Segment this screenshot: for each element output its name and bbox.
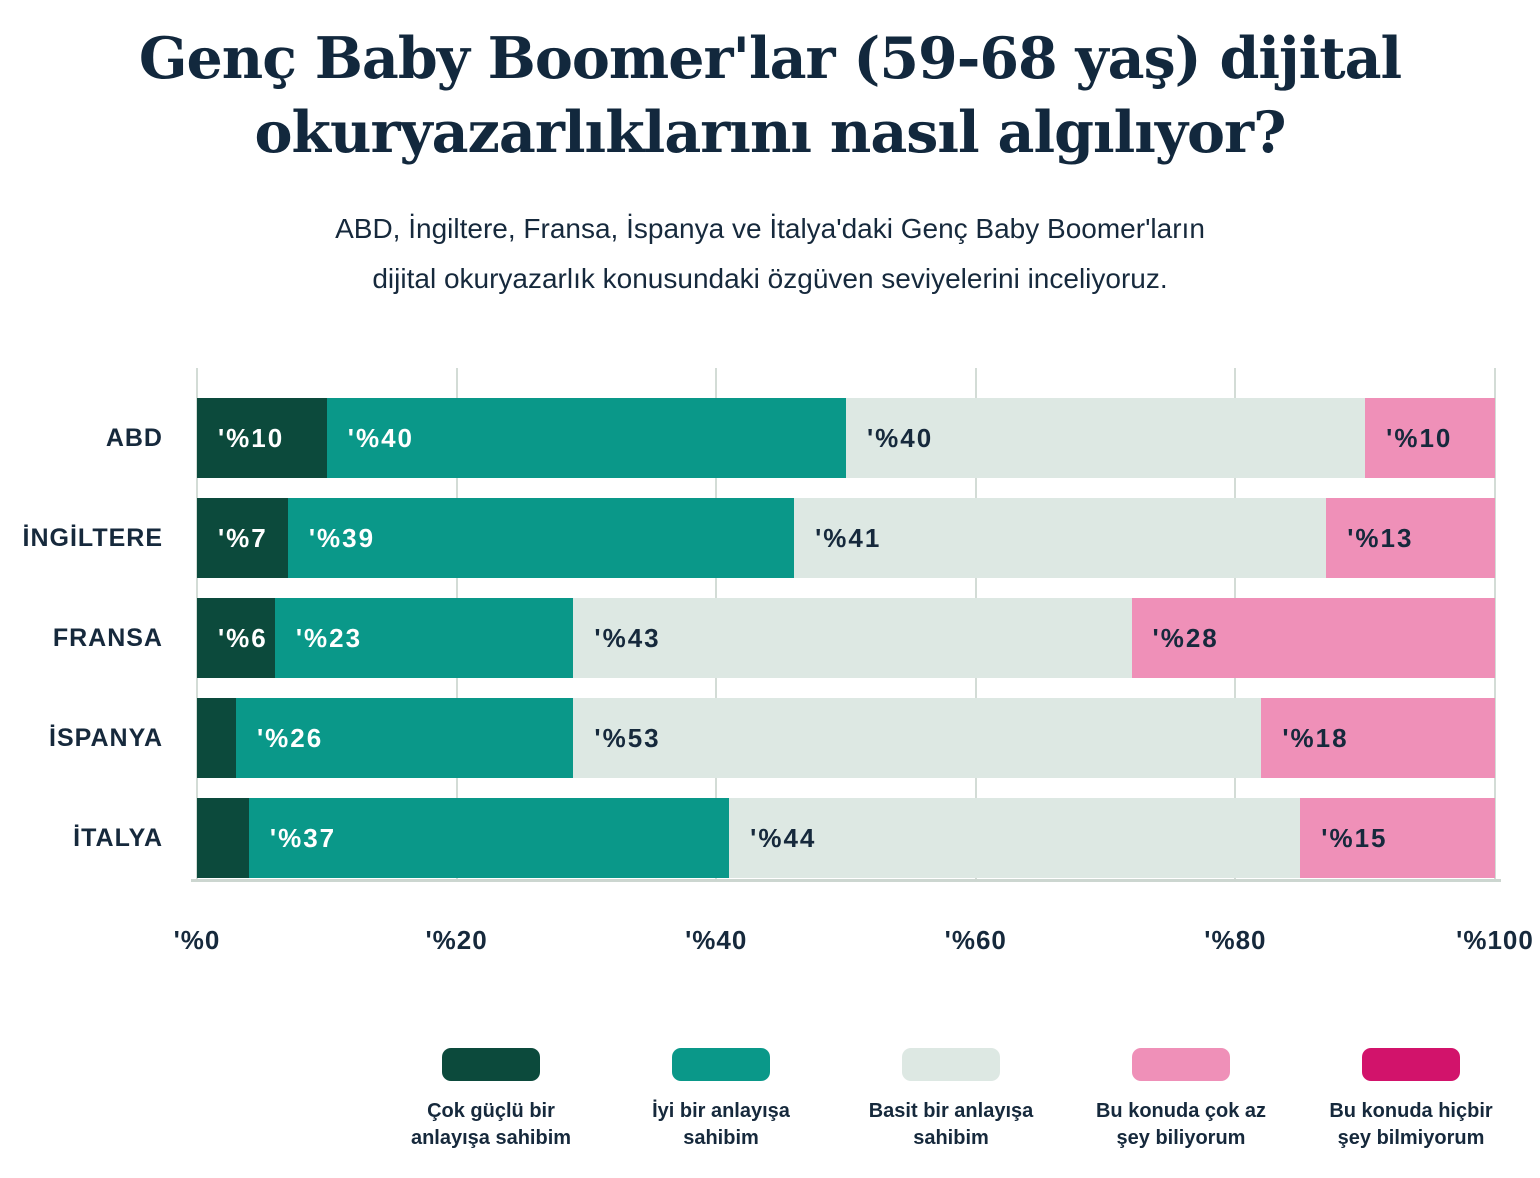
bar-row-italya: '%37 '%44 '%15 — [197, 798, 1495, 878]
legend-swatch — [442, 1048, 540, 1081]
country-labels-column: ABD İNGİLTERE FRANSA İSPANYA İTALYA — [0, 368, 163, 880]
country-label-ispanya: İSPANYA — [49, 724, 163, 752]
x-tick-label-4: '%80 — [1204, 925, 1267, 955]
bar-segment-label: '%10 — [1386, 422, 1453, 453]
bar-row-ispanya: '%26 '%53 '%18 — [197, 698, 1495, 778]
bar-segment-label: '%7 — [218, 522, 268, 553]
country-label-fransa: FRANSA — [52, 624, 163, 652]
bar-segment-label: '%44 — [750, 822, 817, 853]
bar-segment-abd-basit-bir-anlayisa-s: '%40 — [845, 398, 1366, 478]
country-label-abd: ABD — [105, 424, 163, 452]
bar-segment-italya-iyi-bir-anlayisa-sah: '%37 — [248, 798, 730, 878]
chart-title-line2: okuryazarlıklarını nasıl algılıyor? — [254, 99, 1287, 167]
chart-subtitle: ABD, İngiltere, Fransa, İspanya ve İtaly… — [0, 204, 1540, 304]
chart-subtitle-line2: dijital okuryazarlık konusundaki özgüven… — [372, 263, 1168, 294]
bar-segment-label: '%28 — [1152, 622, 1219, 653]
x-tick-label-5: '%100 — [1456, 925, 1534, 955]
bar-segment-ispanya-basit-bir-anlayisa-s: '%53 — [573, 698, 1262, 778]
bar-segment-label: '%43 — [594, 622, 661, 653]
legend-label: İyi bir anlayışa sahibim — [652, 1100, 790, 1149]
bar-segment-ispanya-cok-guclu-bir-anlayi — [197, 698, 236, 778]
bar-segment-label: '%53 — [594, 722, 661, 753]
legend-label: Bu konuda çok az şey biliyorum — [1095, 1100, 1267, 1149]
country-label-ingiltere: İNGİLTERE — [22, 524, 163, 552]
bar-segment-abd-iyi-bir-anlayisa-sah: '%40 — [326, 398, 846, 478]
legend: Çok güçlü bir anlayışa sahibim İyi bir anl… — [376, 1048, 1526, 1152]
bar-segment-ispanya-bu-konuda-cok-az-sey: '%18 — [1261, 698, 1495, 778]
legend-item-cok-guclu-bir: Çok güçlü bir anlayışa sahibim — [376, 1048, 606, 1152]
bar-segment-ingiltere-basit-bir-anlayisa-s: '%41 — [794, 498, 1327, 578]
legend-item-bu-konuda-hicbir: Bu konuda hiçbir şey bilmiyorum — [1296, 1048, 1526, 1152]
chart-title-line1: Genç Baby Boomer'lar (59-68 yaş) dijital — [138, 25, 1402, 92]
bar-segment-label: '%23 — [295, 622, 363, 653]
chart-subtitle-line1: ABD, İngiltere, Fransa, İspanya ve İtaly… — [335, 213, 1205, 244]
legend-swatch — [1132, 1048, 1230, 1081]
legend-label: Çok güçlü bir anlayışa sahibim — [410, 1100, 572, 1149]
bar-segment-abd-bu-konuda-cok-az-sey: '%10 — [1365, 398, 1495, 478]
bar-segment-label: '%15 — [1321, 822, 1388, 853]
bar-row-fransa: '%6 '%23 '%43 '%28 — [197, 598, 1495, 678]
bar-segment-label: '%13 — [1347, 522, 1414, 553]
bar-segment-fransa-cok-guclu-bir-anlayi: '%6 — [197, 598, 275, 678]
bar-segment-label: '%40 — [347, 422, 415, 453]
chart-title: Genç Baby Boomer'lar (59-68 yaş) dijital… — [0, 22, 1540, 170]
bar-segment-label: '%40 — [866, 422, 934, 453]
country-label-italya: İTALYA — [73, 824, 163, 852]
bar-segment-ingiltere-cok-guclu-bir-anlayi: '%7 — [197, 498, 288, 578]
bar-segment-label: '%6 — [218, 622, 268, 653]
legend-label: Basit bir anlayışa sahibim — [868, 1100, 1034, 1149]
bar-segment-abd-cok-guclu-bir-anlayi: '%10 — [197, 398, 327, 478]
legend-item-basit-bir-anlayisa: Basit bir anlayışa sahibim — [836, 1048, 1066, 1152]
bar-segment-label: '%18 — [1282, 722, 1349, 753]
x-tick-label-3: '%60 — [944, 925, 1007, 955]
legend-item-bu-konuda-cok-az: Bu konuda çok az şey biliyorum — [1066, 1048, 1296, 1152]
bar-segment-italya-bu-konuda-cok-az-sey: '%15 — [1300, 798, 1495, 878]
bar-segment-fransa-bu-konuda-cok-az-sey: '%28 — [1131, 598, 1495, 678]
bars-group: '%10 '%40 '%40 '%10 '%7 '%39 '%41 '%13 '%6 '%23 '%… — [197, 368, 1495, 880]
legend-item-iyi-bir-anlayisa: İyi bir anlayışa sahibim — [606, 1048, 836, 1152]
bar-segment-ingiltere-iyi-bir-anlayisa-sah: '%39 — [287, 498, 795, 578]
bar-segment-fransa-iyi-bir-anlayisa-sah: '%23 — [274, 598, 574, 678]
x-axis-baseline — [191, 879, 1501, 882]
bar-segment-ingiltere-bu-konuda-cok-az-sey: '%13 — [1326, 498, 1495, 578]
bar-row-ingiltere: '%7 '%39 '%41 '%13 — [197, 498, 1495, 578]
bar-segment-ispanya-iyi-bir-anlayisa-sah: '%26 — [235, 698, 574, 778]
x-tick-label-0: '%0 — [173, 925, 221, 955]
legend-label: Bu konuda hiçbir şey bilmiyorum — [1329, 1100, 1493, 1149]
bar-segment-fransa-basit-bir-anlayisa-s: '%43 — [573, 598, 1132, 678]
bar-segment-label: '%39 — [308, 522, 376, 553]
x-tick-label-2: '%40 — [685, 925, 748, 955]
bar-segment-label: '%41 — [815, 522, 882, 553]
vertical-gridline — [1494, 368, 1496, 880]
legend-swatch — [672, 1048, 770, 1081]
bar-segment-label: '%10 — [218, 422, 285, 453]
bar-segment-italya-basit-bir-anlayisa-s: '%44 — [729, 798, 1301, 878]
legend-swatch — [902, 1048, 1000, 1081]
bar-segment-label: '%26 — [256, 722, 324, 753]
legend-swatch — [1362, 1048, 1460, 1081]
bar-segment-italya-cok-guclu-bir-anlayi — [197, 798, 249, 878]
bar-row-abd: '%10 '%40 '%40 '%10 — [197, 398, 1495, 478]
x-tick-label-1: '%20 — [425, 925, 488, 955]
bar-segment-label: '%37 — [269, 822, 337, 853]
